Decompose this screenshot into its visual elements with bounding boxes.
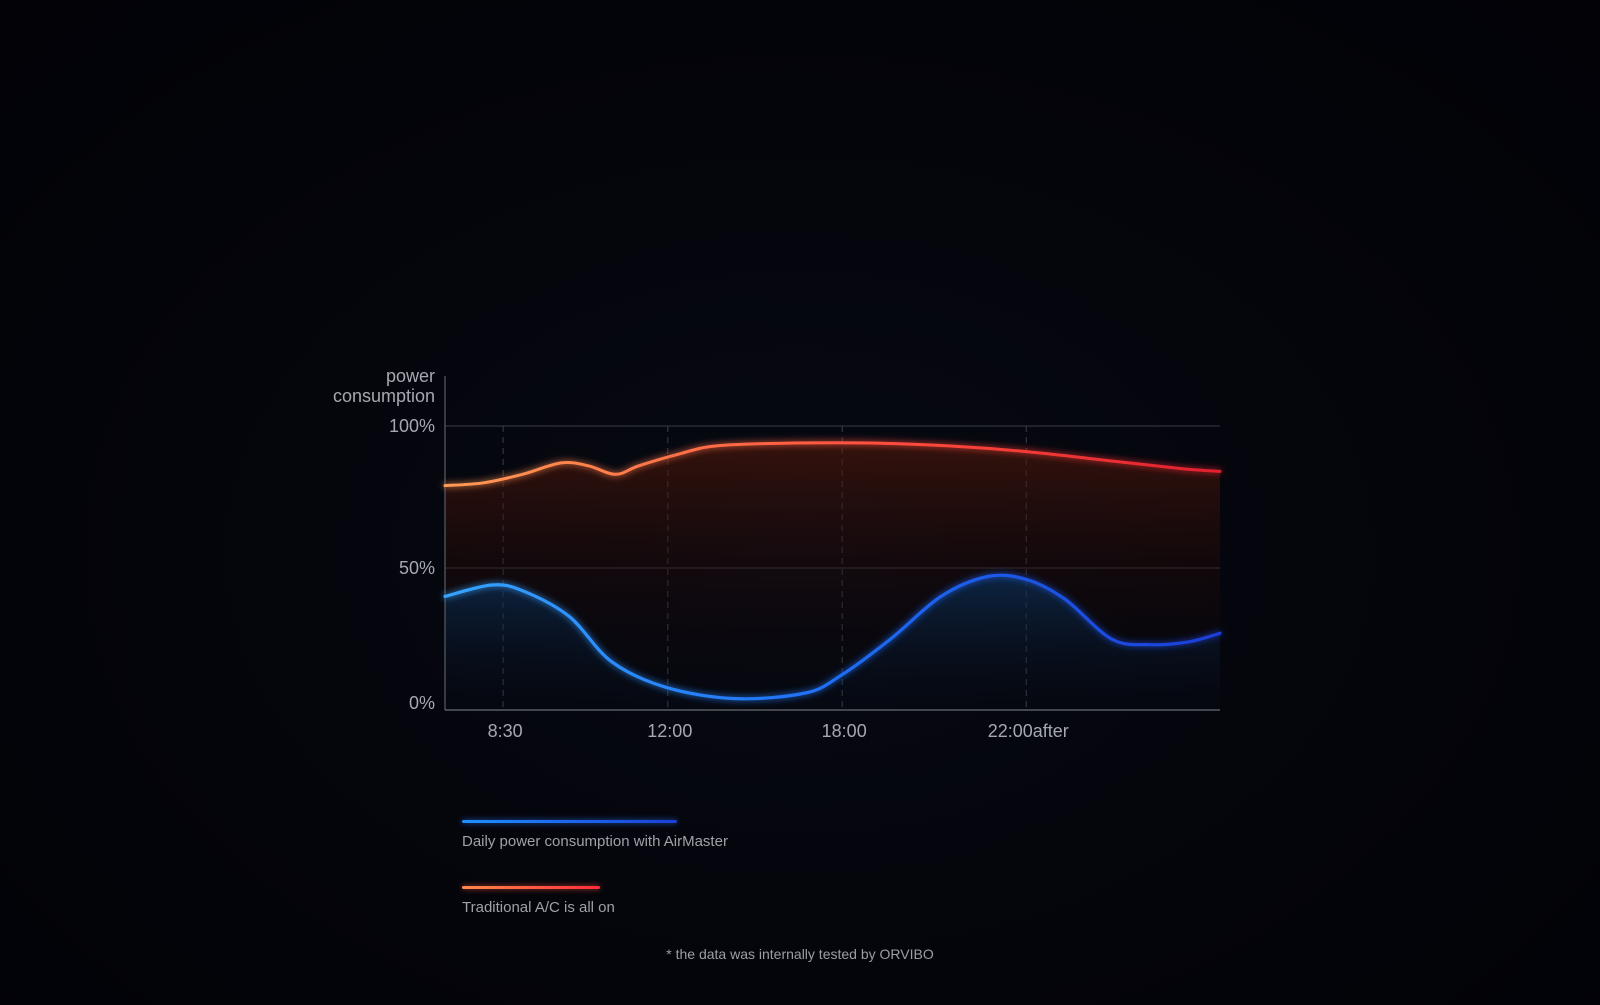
axis-layer [444, 376, 1220, 711]
x-tick-label: 18:00 [822, 721, 867, 741]
legend-swatch-airmaster [462, 820, 677, 823]
x-tick-label: 12:00 [647, 721, 692, 741]
legend-swatch-traditional [462, 886, 600, 889]
line-layer [443, 441, 1222, 701]
y-axis-label: consumption [333, 386, 435, 406]
series-line-traditional [443, 441, 1222, 488]
legend-label-traditional: Traditional A/C is all on [462, 899, 615, 916]
x-tick-label: 22:00after [988, 721, 1069, 741]
legend-label-airmaster: Daily power consumption with AirMaster [462, 833, 728, 850]
area-layer [445, 442, 1220, 710]
x-tick-label: 8:30 [488, 721, 523, 741]
series-line-airmaster [443, 573, 1222, 701]
y-tick-label: 50% [399, 558, 435, 578]
legend-item-airmaster: Daily power consumption with AirMaster [462, 820, 728, 850]
y-axis-label: power [386, 366, 435, 386]
y-tick-label: 100% [389, 416, 435, 436]
area-airmaster [445, 575, 1220, 710]
y-tick-label: 0% [409, 693, 435, 713]
footnote: * the data was internally tested by ORVI… [666, 946, 934, 962]
legend-item-traditional: Traditional A/C is all on [462, 886, 615, 916]
